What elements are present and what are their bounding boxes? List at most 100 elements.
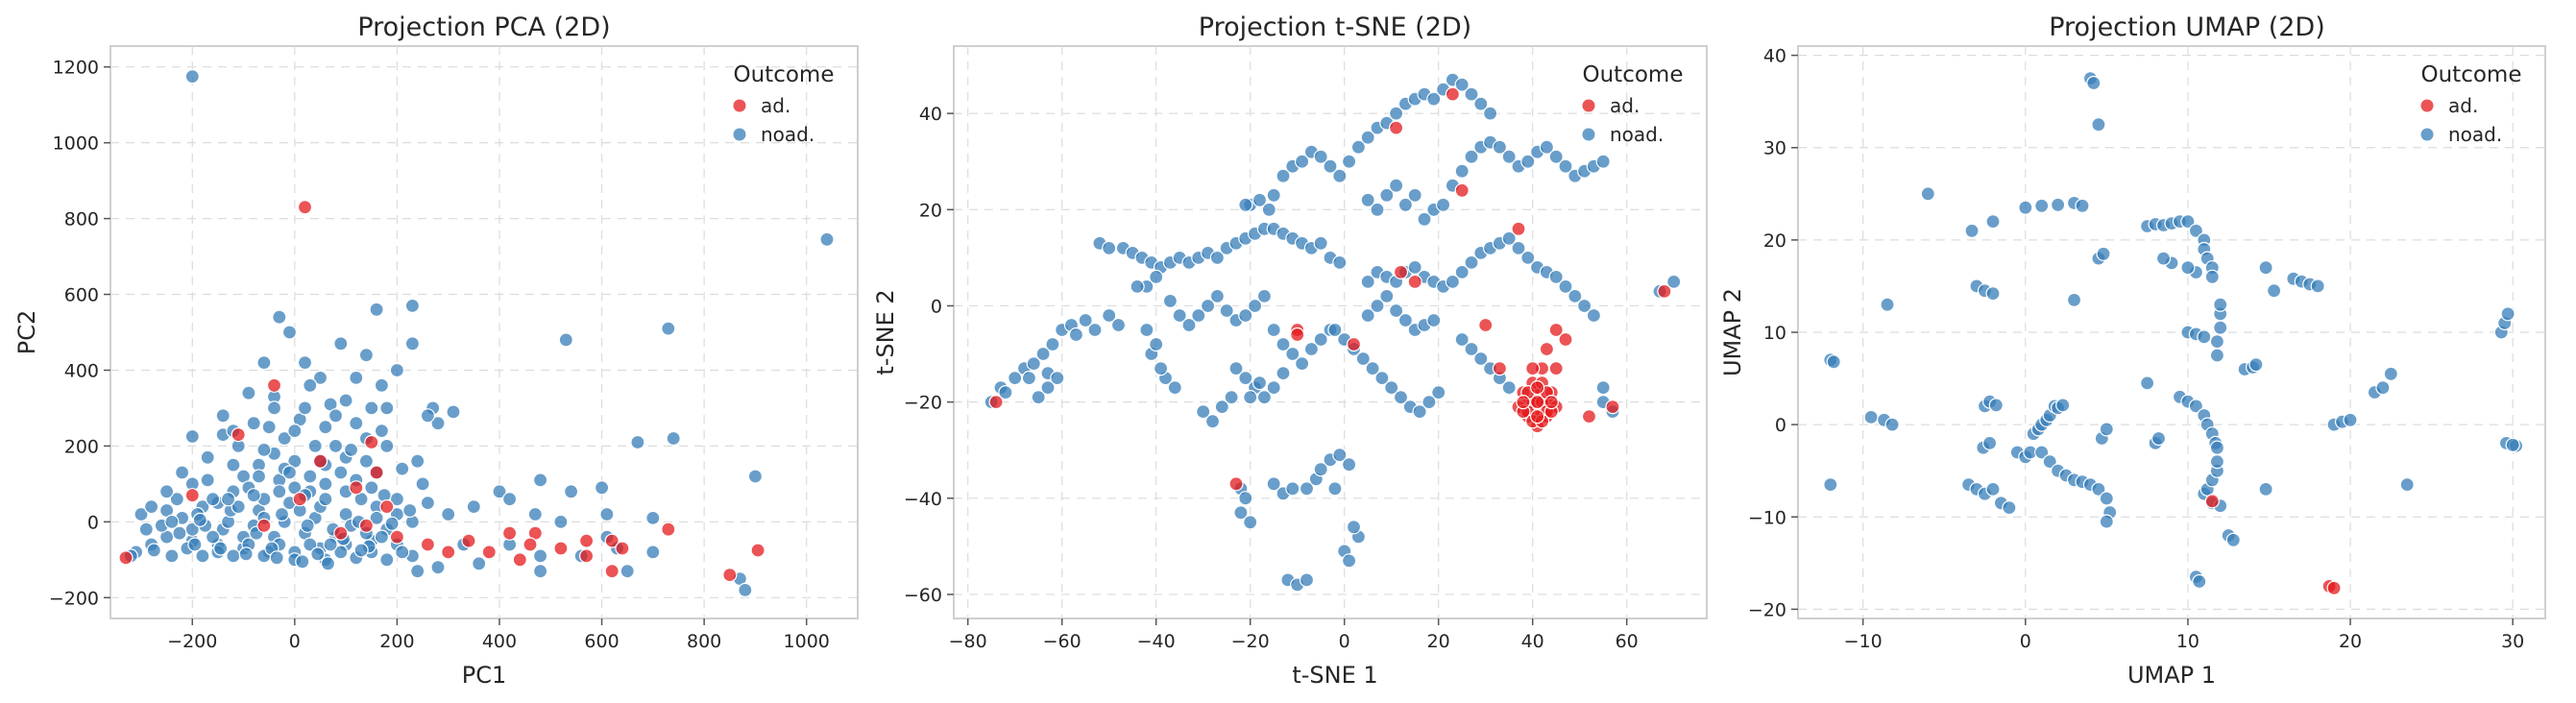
umap-point-noad xyxy=(2055,398,2071,413)
pca-point-noad xyxy=(195,548,210,564)
tsne-xtick-label: 20 xyxy=(1427,631,1450,652)
tsne-point-noad xyxy=(1464,341,1479,357)
pca-xtick-label: 600 xyxy=(584,631,619,652)
pca-point-noad xyxy=(374,377,389,393)
tsne-point-ad xyxy=(1407,274,1422,289)
tsne-ytick-label: −60 xyxy=(904,585,942,606)
pca-point-noad xyxy=(241,385,256,400)
umap-point-noad xyxy=(2213,320,2228,335)
pca-point-noad xyxy=(281,325,298,340)
tsne-point-ad xyxy=(1445,86,1461,102)
umap-point-noad xyxy=(2155,251,2172,266)
pca-point-noad xyxy=(402,502,418,519)
pca-legend-marker-noad xyxy=(733,128,746,141)
pca-point-noad xyxy=(164,514,180,530)
tsne-point-noad xyxy=(1492,139,1508,155)
umap-point-noad xyxy=(2099,514,2114,529)
tsne-xtick-label: −80 xyxy=(949,631,987,652)
tsne-point-noad xyxy=(1233,505,1249,521)
pca-point-noad xyxy=(661,321,676,336)
umap-point-noad xyxy=(2225,532,2241,547)
pca-ticks: −200 0 200 400 600 800 1000 −200 0 200 400 600 800 10… xyxy=(49,58,830,652)
pca-legend-noad: noad. xyxy=(761,123,814,146)
pca-legend-marker-ad xyxy=(733,99,746,112)
umap-point-noad xyxy=(1920,186,1935,202)
tsne-point-noad xyxy=(1247,298,1263,314)
tsne-point-noad xyxy=(1576,298,1592,314)
pca-xtick-label: 400 xyxy=(482,631,517,652)
pca-point-noad xyxy=(246,488,261,503)
pca-point-noad xyxy=(138,521,154,537)
tsne-point-noad xyxy=(1294,356,1310,372)
pca-point-ad xyxy=(481,545,497,560)
tsne-point-noad xyxy=(1276,168,1291,183)
tsne-point-noad xyxy=(1370,298,1385,314)
umap-point-noad xyxy=(1982,435,1998,450)
pca-point-noad xyxy=(410,453,425,469)
tsne-point-noad xyxy=(1256,390,1273,405)
tsne-title: Projection t-SNE (2D) xyxy=(1199,12,1471,42)
pca-point-ad xyxy=(750,543,766,558)
pca-point-noad xyxy=(532,473,548,488)
pca-point-ad xyxy=(256,518,272,533)
pca-point-noad xyxy=(172,525,187,541)
pca-point-noad xyxy=(599,506,615,522)
tsne-point-noad xyxy=(1196,404,1211,420)
pca-point-noad xyxy=(169,492,184,507)
umap-point-noad xyxy=(2091,481,2106,497)
tsne-ticks: −80 −60 −40 −20 0 20 40 60 −60 −40 −20 0 20 40 xyxy=(904,104,1639,652)
tsne-point-noad xyxy=(1087,322,1103,338)
tsne-point-noad xyxy=(1445,274,1461,289)
tsne-point-noad xyxy=(1102,307,1117,324)
umap-ytick-label: 0 xyxy=(1775,415,1786,436)
pca-point-ad xyxy=(578,548,595,564)
tsne-point-noad xyxy=(1464,86,1479,102)
pca-point-ad xyxy=(722,567,738,583)
pca-point-noad xyxy=(287,424,303,439)
pca-point-noad xyxy=(187,537,203,552)
umap-legend-title: Outcome xyxy=(2421,62,2522,87)
pca-plot-frame xyxy=(109,45,859,619)
umap-ticks: −10 0 10 20 30 −20 −10 0 10 20 30 40 xyxy=(1748,46,2524,652)
pca-point-noad xyxy=(738,582,753,598)
pca-panel: Projection PCA (2D) −200 0 200 400 600 800 100… xyxy=(13,12,859,689)
pca-point-ad xyxy=(604,533,620,548)
umap-title: Projection UMAP (2D) xyxy=(2049,12,2325,42)
tsne-point-noad xyxy=(1243,390,1258,405)
umap-point-noad xyxy=(2505,437,2520,452)
tsne-point-noad xyxy=(1360,274,1375,289)
tsne-point-noad xyxy=(1313,235,1328,251)
umap-point-noad xyxy=(2099,491,2114,506)
tsne-point-noad xyxy=(1558,279,1573,294)
tsne-point-noad xyxy=(1520,250,1536,265)
pca-legend-ad: ad. xyxy=(761,94,790,117)
tsne-point-noad xyxy=(1021,371,1037,386)
umap-ytick-label: −20 xyxy=(1748,599,1786,620)
tsne-point-noad xyxy=(1035,346,1051,362)
pca-point-noad xyxy=(404,298,420,313)
tsne-point-noad xyxy=(1374,371,1390,386)
pca-point-noad xyxy=(379,552,395,568)
pca-point-noad xyxy=(415,476,430,492)
umap-point-noad xyxy=(2151,430,2167,447)
pca-point-ad xyxy=(358,518,374,533)
pca-point-noad xyxy=(410,564,425,579)
pca-title: Projection PCA (2D) xyxy=(357,12,610,42)
pca-xtick-label: 1000 xyxy=(784,631,830,652)
tsne-point-noad xyxy=(1243,515,1258,530)
tsne-point-noad xyxy=(1332,255,1348,270)
pca-point-noad xyxy=(328,408,344,424)
umap-ytick-label: 20 xyxy=(1763,230,1786,252)
umap-xlabel: UMAP 1 xyxy=(2127,662,2216,689)
tsne-point-noad xyxy=(1464,255,1479,270)
umap-point-noad xyxy=(2188,223,2203,238)
umap-point-noad xyxy=(1826,354,1841,370)
umap-point-noad xyxy=(2343,412,2358,427)
tsne-point-noad xyxy=(1332,448,1348,463)
tsne-point-noad xyxy=(1181,317,1197,333)
pca-point-ad xyxy=(553,541,569,556)
tsne-point-noad xyxy=(1068,327,1084,343)
pca-point-noad xyxy=(281,465,298,480)
tsne-point-noad xyxy=(1153,361,1169,376)
pca-point-noad xyxy=(266,400,282,416)
